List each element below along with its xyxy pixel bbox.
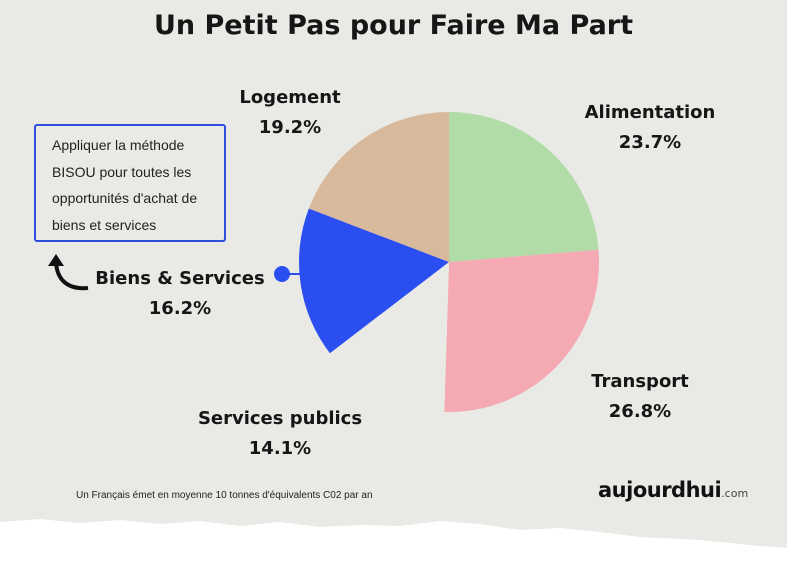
tip-line: Appliquer la méthode [52, 137, 185, 153]
tip-line: BISOU pour toutes les [52, 163, 192, 180]
label-alimentation: Alimentation 23.7% [584, 102, 716, 153]
footer-note: Un Français émet en moyenne 10 tonnes d'… [76, 490, 373, 501]
label-biens-services: Biens & Services 16.2% [95, 268, 265, 319]
connector-dot-icon [274, 266, 318, 282]
chart-title: Un Petit Pas pour Faire Ma Part [153, 10, 634, 41]
logo: aujourdhui.com [598, 478, 749, 502]
pie-slice-transport [444, 249, 599, 413]
label-logement: Logement 19.2% [239, 87, 341, 138]
tip-line: opportunités d'achat de [52, 190, 198, 206]
pie-slice-alimentation [449, 112, 599, 262]
label-transport: Transport 26.8% [591, 371, 689, 422]
label-services-publics: Services publics 14.1% [197, 408, 363, 459]
tip-box: Appliquer la méthode BISOU pour toutes l… [34, 124, 226, 242]
pie-slice-biens-services [299, 208, 449, 354]
pie-slice-services-publics [329, 262, 449, 412]
tip-line: biens et services [52, 216, 157, 233]
pie-slice-logement [308, 112, 449, 262]
curved-arrow-icon [48, 254, 89, 291]
